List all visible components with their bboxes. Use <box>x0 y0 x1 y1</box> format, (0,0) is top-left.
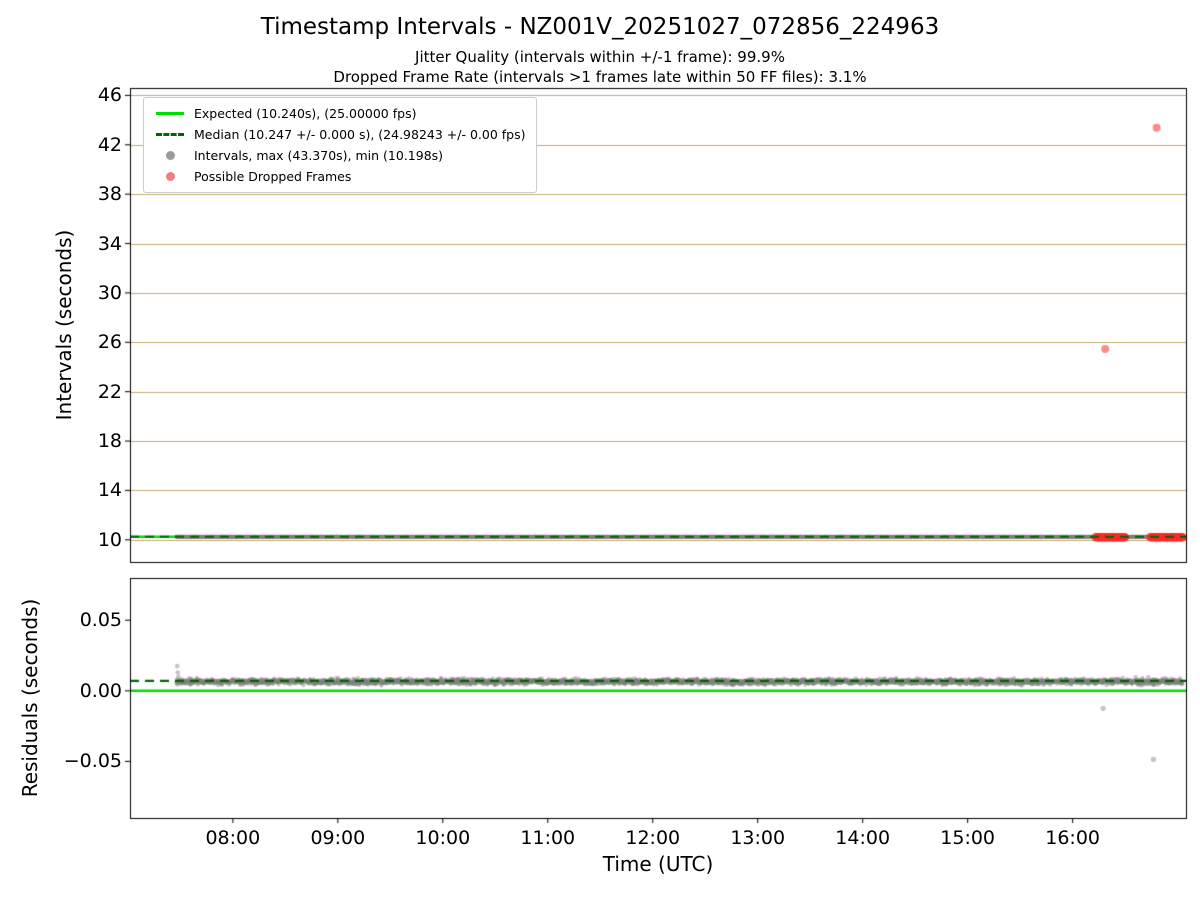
median-dashed-line-icon <box>155 133 185 136</box>
legend-entry-intervals: Intervals, max (43.370s), min (10.198s) <box>155 148 525 163</box>
interval-point-icon <box>155 151 185 160</box>
figure-title: Timestamp Intervals - NZ001V_20251027_07… <box>260 14 940 40</box>
legend-entry-dropped-frames: Possible Dropped Frames <box>155 169 525 184</box>
legend-label: Intervals, max (43.370s), min (10.198s) <box>194 148 444 163</box>
y-axis-label-residuals: Residuals (seconds) <box>18 598 42 798</box>
legend-entry-expected: Expected (10.240s), (25.00000 fps) <box>155 106 525 121</box>
expected-line-icon <box>155 112 185 115</box>
legend-entry-median: Median (10.247 +/- 0.000 s), (24.98243 +… <box>155 127 525 142</box>
x-axis-label: Time (UTC) <box>602 852 714 876</box>
legend: Expected (10.240s), (25.00000 fps) Media… <box>143 97 538 193</box>
legend-label: Possible Dropped Frames <box>194 169 352 184</box>
y-axis-label-intervals: Intervals (seconds) <box>52 229 76 421</box>
legend-label: Expected (10.240s), (25.00000 fps) <box>194 106 417 121</box>
subtitle-jitter-quality: Jitter Quality (intervals within +/-1 fr… <box>415 48 785 66</box>
legend-label: Median (10.247 +/- 0.000 s), (24.98243 +… <box>194 127 526 142</box>
subtitle-dropped-frame-rate: Dropped Frame Rate (intervals >1 frames … <box>333 68 867 86</box>
dropped-frame-point-icon <box>155 172 185 181</box>
